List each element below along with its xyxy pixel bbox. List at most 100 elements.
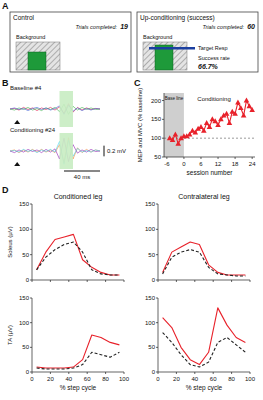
panel-label: D <box>2 185 9 195</box>
scale-bar-x <box>64 171 100 172</box>
marker <box>204 120 210 125</box>
trials-label: Trials completed: <box>76 24 118 30</box>
x-tick-label: 20 <box>173 376 180 382</box>
x-tick <box>252 157 253 159</box>
chart: C50100150200-606121824MEP and MVC (% bas… <box>134 78 256 176</box>
x-tick <box>87 280 88 282</box>
x-tick <box>250 280 251 282</box>
y-tick-label: 150 <box>19 201 30 207</box>
x-tick <box>124 372 125 374</box>
x-tick-label: 60 <box>84 376 91 382</box>
y-tick-label: 150 <box>151 116 162 122</box>
x-tick <box>68 280 69 282</box>
y-tick <box>30 347 32 348</box>
success-label: Success rate <box>198 55 230 61</box>
x-axis <box>32 372 124 373</box>
y-tick-label: 200 <box>151 98 162 104</box>
y-tick-label: 100 <box>19 320 30 326</box>
marker <box>235 99 241 104</box>
y-axis <box>32 204 33 280</box>
marker <box>247 103 253 108</box>
y-axis-label: Soleus (µV) <box>7 226 13 257</box>
x-tick-label: 40 <box>191 376 198 382</box>
x-tick-label: 24 <box>249 161 256 167</box>
target-line <box>149 47 195 50</box>
annotation: Conditioning <box>197 96 230 102</box>
x-tick-label: -6 <box>164 161 170 167</box>
marker <box>207 124 213 129</box>
x-tick <box>176 372 177 374</box>
task-box: Up-conditioning (success)Trials complete… <box>137 12 258 72</box>
series-line <box>163 242 246 275</box>
y-tick <box>162 100 164 101</box>
series-line <box>163 333 246 368</box>
marker <box>170 137 176 142</box>
x-tick <box>176 280 177 282</box>
y-tick-label: 100 <box>19 226 30 232</box>
marker <box>175 141 181 146</box>
series-line <box>163 250 246 276</box>
series-line <box>10 104 100 114</box>
x-tick <box>166 157 167 159</box>
marker <box>241 113 247 118</box>
x-tick-label: 100 <box>245 376 256 382</box>
scale-bar-label: 40 ms <box>74 174 90 180</box>
response-window <box>60 91 74 127</box>
baseline-shade <box>164 93 184 157</box>
y-axis <box>164 93 165 157</box>
chart-title: Baseline #4 <box>10 85 42 91</box>
box-title: Up-conditioning (success) <box>140 14 215 22</box>
x-axis <box>158 372 250 373</box>
box-title: Control <box>13 14 35 21</box>
chart: Conditioning #240.2 mV40 ms <box>10 127 126 180</box>
stimulus-marker <box>14 162 20 166</box>
y-tick <box>156 298 158 299</box>
chart-title: Conditioned leg <box>54 193 103 201</box>
y-tick-label: 150 <box>145 295 156 301</box>
plot-area <box>10 104 100 115</box>
series-line <box>37 234 120 275</box>
y-tick <box>156 204 158 205</box>
x-axis-label: % step cycle <box>186 384 223 392</box>
chart: 050100150020406080100TA (µV)% step cycle <box>7 295 130 392</box>
y-tick-label: 100 <box>145 226 156 232</box>
background-label: Background <box>143 34 172 40</box>
x-tick-label: 12 <box>215 161 222 167</box>
marker <box>201 128 207 133</box>
y-tick-label: 50 <box>22 344 29 350</box>
marker <box>227 120 233 125</box>
y-tick-label: 50 <box>154 154 161 160</box>
plot-area <box>163 308 246 367</box>
marker <box>238 105 244 110</box>
x-axis <box>158 280 250 281</box>
x-tick-label: 0 <box>156 376 160 382</box>
x-tick-label: 80 <box>102 376 109 382</box>
series-line <box>10 140 100 164</box>
y-tick-label: 0 <box>26 277 30 283</box>
panel-label: C <box>134 78 141 88</box>
chart: D050100150Conditioned legSoleus (µV) <box>2 185 124 283</box>
x-tick <box>194 372 195 374</box>
y-tick <box>162 119 164 120</box>
y-tick <box>156 347 158 348</box>
y-axis-label: MEP and MVC (% baseline) <box>137 88 143 163</box>
x-tick <box>213 372 214 374</box>
response-window <box>60 133 74 169</box>
x-tick <box>68 372 69 374</box>
y-tick <box>162 157 164 158</box>
x-tick-label: 40 <box>65 376 72 382</box>
panel-label: B <box>2 78 9 88</box>
background-label: Background <box>16 34 45 40</box>
x-tick <box>213 280 214 282</box>
x-tick <box>105 280 106 282</box>
x-axis-label: session number <box>187 169 234 176</box>
x-tick-label: 80 <box>228 376 235 382</box>
y-tick-label: 0 <box>26 369 30 375</box>
series-line <box>170 101 252 144</box>
series-line <box>37 352 120 369</box>
y-tick-label: 50 <box>148 252 155 258</box>
x-tick-label: 60 <box>210 376 217 382</box>
x-tick-label: 0 <box>30 376 34 382</box>
x-tick <box>194 280 195 282</box>
scale-bar-y <box>104 146 105 157</box>
